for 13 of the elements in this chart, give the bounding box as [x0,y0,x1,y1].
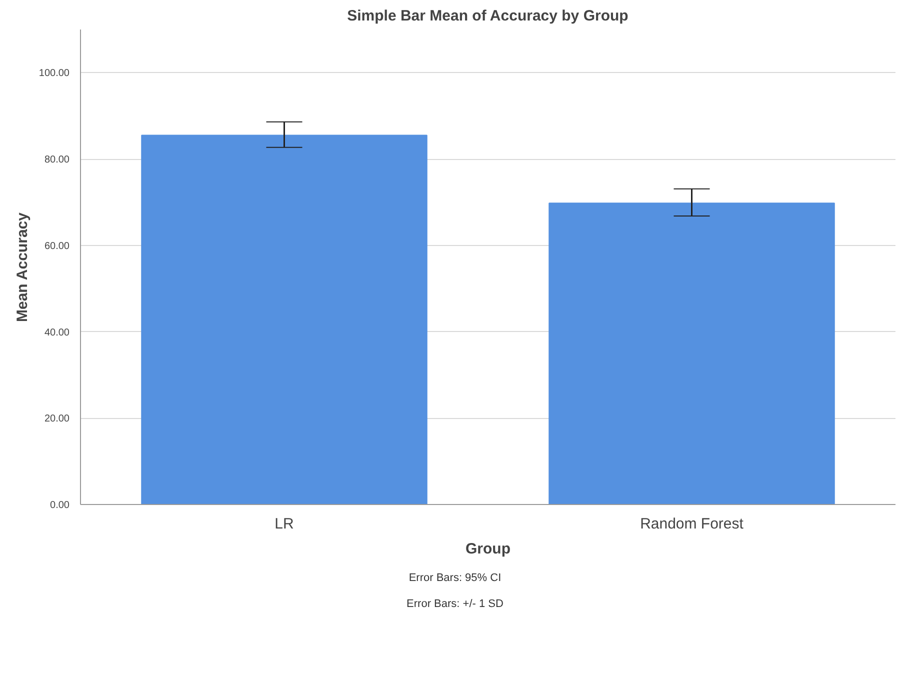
x-tick-label: LR [274,516,294,532]
y-tick-label: 20.00 [44,414,70,425]
x-tick-label: Random Forest [640,516,744,532]
y-tick-label: 0.00 [50,500,70,511]
y-axis-title: Mean Accuracy [14,212,31,322]
y-tick-label: 80.00 [44,154,70,166]
y-tick-label: 100.00 [38,68,70,80]
x-axis-title: Group [466,540,511,558]
text: Error Bars: +/- 1 SD [406,598,504,610]
y-tick-label: 60.00 [44,240,70,252]
text: Error Bars: 95% CI [408,572,502,584]
y-tick-label: 40.00 [44,327,70,338]
chart-title: Simple Bar Mean of Accuracy by Group [347,8,628,24]
